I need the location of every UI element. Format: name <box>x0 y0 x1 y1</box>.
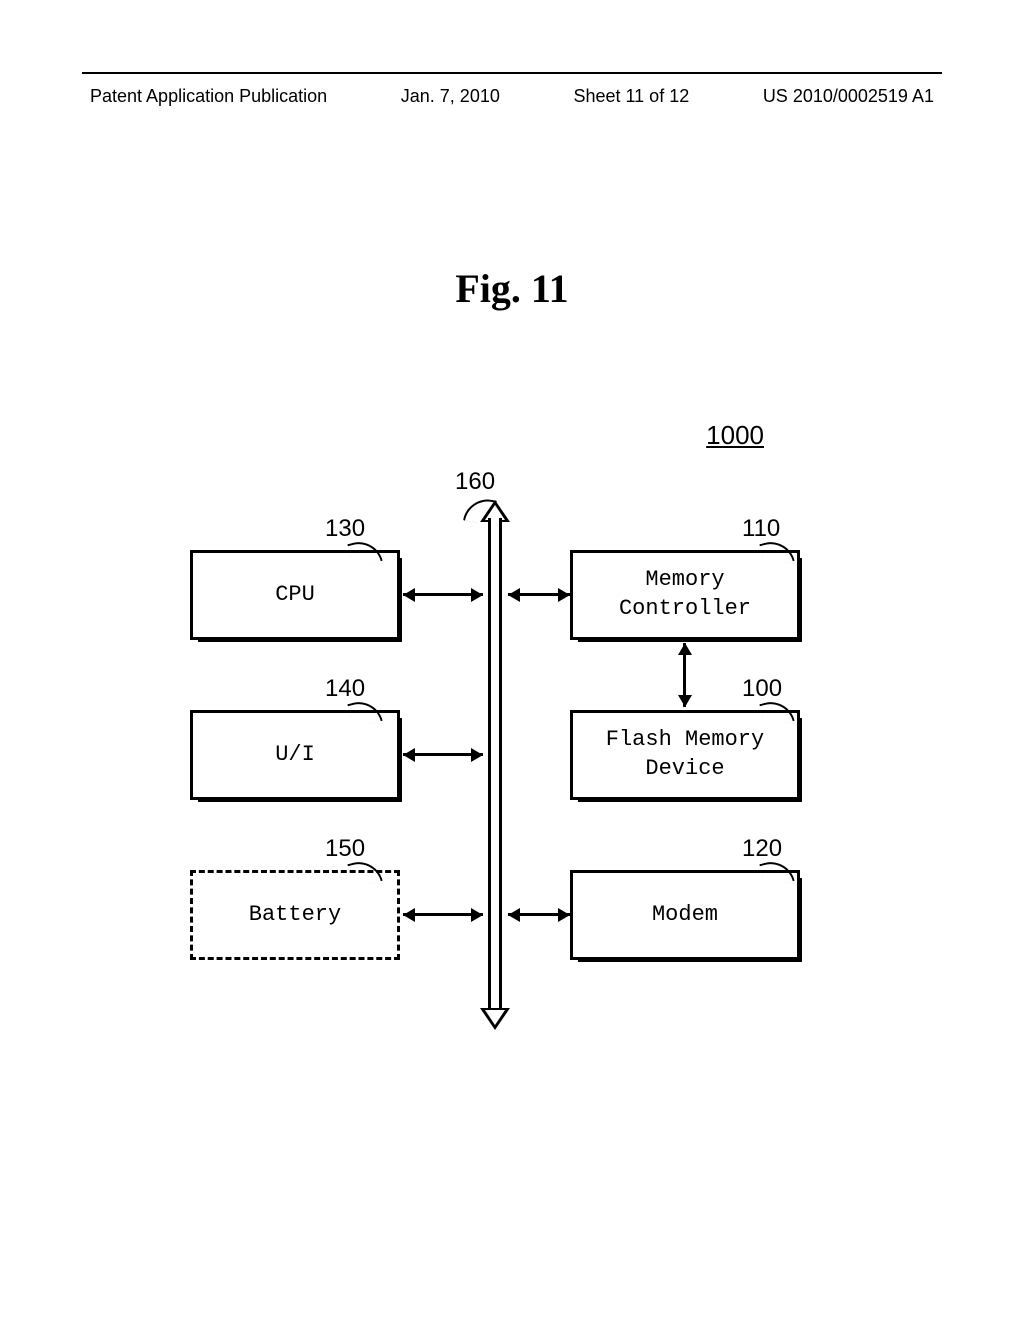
flash-memory-ref: 100 <box>742 675 782 703</box>
modem-ref: 120 <box>742 835 782 863</box>
flash-memory-label: Flash Memory Device <box>606 726 764 783</box>
system-reference-number: 1000 <box>706 420 764 451</box>
cpu-label: CPU <box>275 581 315 610</box>
modem-arrow-left <box>508 908 520 922</box>
cpu-arrow-left <box>403 588 415 602</box>
sheet-info: Sheet 11 of 12 <box>573 86 689 107</box>
memctrl-flash-arrow-down <box>678 695 692 707</box>
publication-type: Patent Application Publication <box>90 86 327 107</box>
memory-controller-label: Memory Controller <box>619 566 751 623</box>
cpu-ref: 130 <box>325 515 365 543</box>
memctrl-flash-arrow-up <box>678 643 692 655</box>
memctrl-arrow-right <box>558 588 570 602</box>
bus-arrow <box>480 500 510 1030</box>
page-header: Patent Application Publication Jan. 7, 2… <box>0 86 1024 107</box>
ui-arrow-left <box>403 748 415 762</box>
publication-number: US 2010/0002519 A1 <box>763 86 934 107</box>
modem-arrow-right <box>558 908 570 922</box>
publication-date: Jan. 7, 2010 <box>401 86 500 107</box>
battery-arrow-left <box>403 908 415 922</box>
header-divider <box>82 72 942 74</box>
battery-label: Battery <box>249 901 341 930</box>
bus-ref-label: 160 <box>455 468 495 496</box>
block-diagram: 160 CPU 130 U/I 140 Battery 150 Memory C… <box>170 480 830 1040</box>
ui-label: U/I <box>275 741 315 770</box>
bus-ref-line <box>463 496 497 526</box>
ui-arrow-right <box>471 748 483 762</box>
memory-controller-ref: 110 <box>742 515 780 543</box>
ui-ref: 140 <box>325 675 365 703</box>
figure-title: Fig. 11 <box>0 265 1024 312</box>
battery-arrow-right <box>471 908 483 922</box>
cpu-arrow-right <box>471 588 483 602</box>
battery-ref: 150 <box>325 835 365 863</box>
memctrl-arrow-left <box>508 588 520 602</box>
modem-label: Modem <box>652 901 718 930</box>
